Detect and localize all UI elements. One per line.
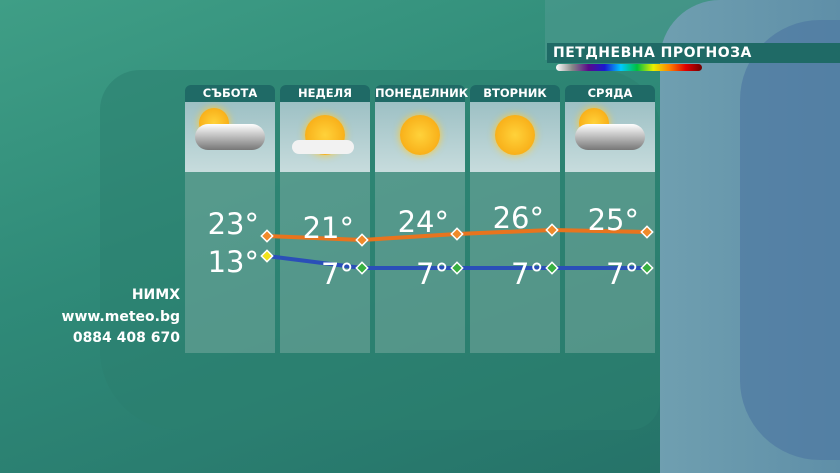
max-temp-marker (545, 223, 559, 237)
min-temp-marker (640, 261, 654, 275)
min-temp-marker (450, 261, 464, 275)
day-label: НЕДЕЛЯ (280, 85, 370, 102)
max-temp-marker (355, 233, 369, 247)
day-column: СЪБОТА (185, 85, 275, 353)
min-temp-marker (545, 261, 559, 275)
max-temp-marker (640, 225, 654, 239)
day-label: ПОНЕДЕЛНИК (375, 85, 469, 102)
day-panel (375, 172, 465, 353)
day-label: СРЯДА (565, 85, 655, 102)
day-label: СЪБОТА (185, 85, 275, 102)
day-panel (470, 172, 560, 353)
max-temp-label: 23° (208, 207, 259, 241)
max-temp-label: 25° (588, 203, 639, 237)
partly-cloudy-rain-icon (565, 102, 655, 172)
min-temp-label: 7° (606, 257, 639, 291)
max-temp-label: 21° (303, 211, 354, 245)
min-temp-label: 7° (511, 257, 544, 291)
day-panel (565, 172, 655, 353)
sun-icon (470, 102, 560, 172)
partly-cloudy-rain-icon (185, 102, 275, 172)
min-temp-marker (355, 261, 369, 275)
source-name: НИМХ (131, 287, 180, 303)
source-phone: 0884 408 670 (72, 330, 180, 346)
day-column: ПОНЕДЕЛНИК (375, 85, 469, 353)
forecast-title: ПЕТДНЕВНА ПРОГНОЗА (547, 43, 840, 63)
min-temp-marker (260, 249, 274, 263)
day-column: ВТОРНИК (470, 85, 560, 353)
max-temp-label: 24° (398, 205, 449, 239)
max-temp-label: 26° (493, 201, 544, 235)
color-scale (556, 64, 702, 71)
day-column: НЕДЕЛЯ (280, 85, 370, 353)
sun-icon (375, 102, 465, 172)
min-temp-label: 13° (208, 245, 259, 279)
day-label: ВТОРНИК (470, 85, 560, 102)
day-column: СРЯДА (565, 85, 655, 353)
source-site: www.meteo.bg (61, 309, 180, 325)
max-temp-marker (260, 229, 274, 243)
day-panel (185, 172, 275, 353)
sea-deep (740, 20, 840, 460)
min-temp-label: 7° (321, 257, 354, 291)
sun-with-clouds-icon (280, 102, 370, 172)
max-temp-marker (450, 227, 464, 241)
min-temp-label: 7° (416, 257, 449, 291)
